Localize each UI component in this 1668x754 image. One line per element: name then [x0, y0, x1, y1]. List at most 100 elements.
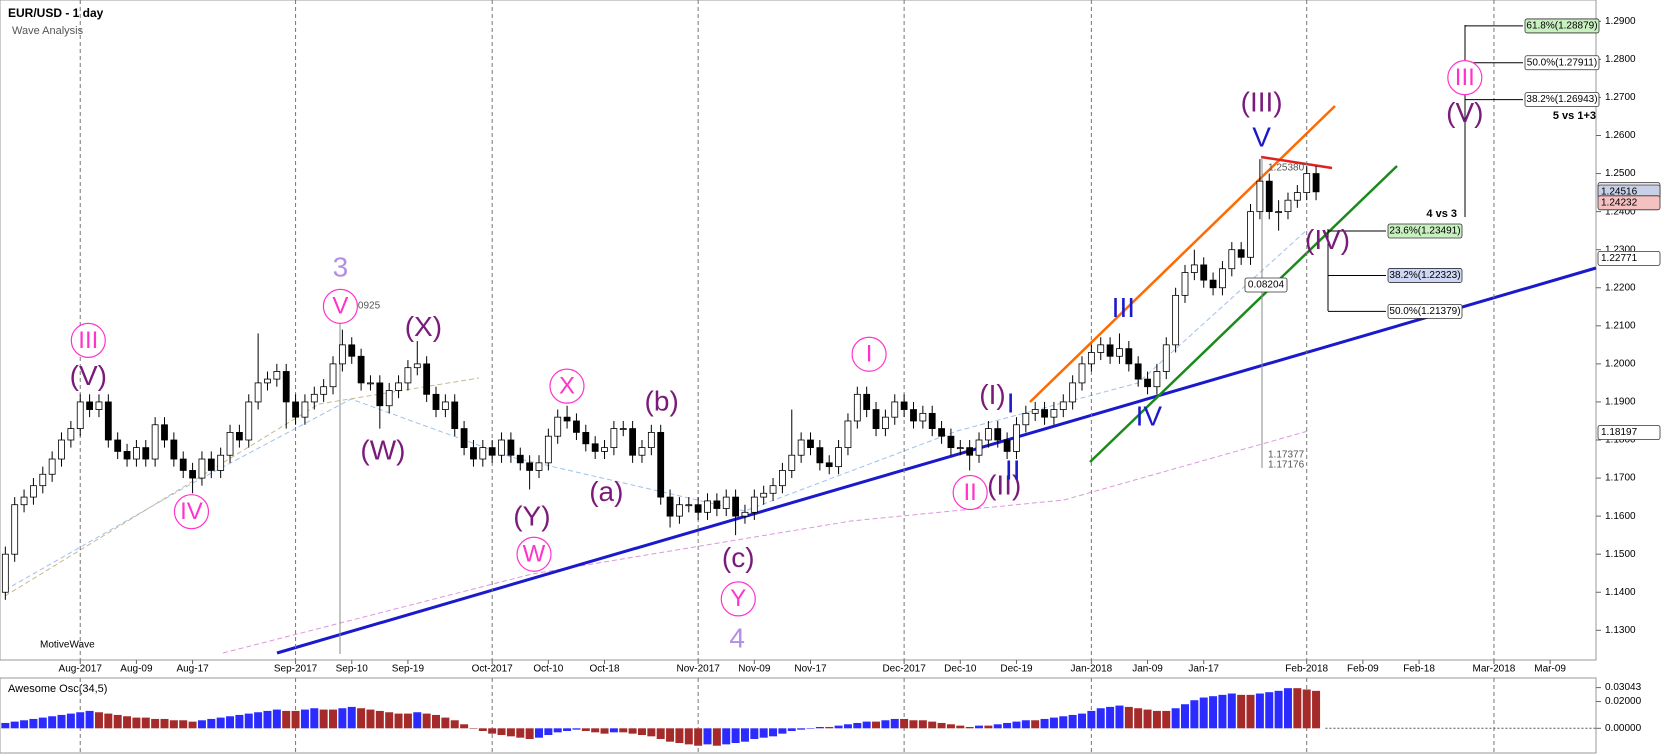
candle-body: [657, 431, 665, 498]
candle-body: [142, 447, 150, 460]
bar: [160, 718, 169, 729]
bar: [357, 708, 366, 729]
bar: [534, 728, 543, 738]
bar: [506, 728, 515, 737]
y-tick-label: 1.2000: [1605, 359, 1636, 370]
bar: [244, 713, 253, 729]
candle-body: [629, 428, 637, 456]
candle-body: [1078, 363, 1086, 384]
bar: [282, 710, 291, 729]
bar: [422, 713, 431, 729]
bar: [862, 721, 871, 729]
x-tick-label: Dec-10: [944, 664, 977, 675]
wave-label: 4: [729, 623, 745, 654]
bar: [1096, 708, 1105, 729]
candle-body: [11, 504, 19, 555]
bar: [1265, 692, 1274, 729]
fib-label: 50.0%(1.21379): [1389, 306, 1460, 317]
bar: [993, 724, 1002, 729]
wave-label: IV: [1136, 400, 1163, 431]
bar: [703, 728, 712, 745]
candle-body: [1200, 264, 1208, 281]
wave-label: (Y): [513, 500, 550, 531]
bar: [1087, 710, 1096, 729]
x-tick-label: Nov-17: [794, 664, 827, 675]
bar: [1283, 688, 1292, 729]
candle-body: [1293, 192, 1301, 201]
wave-label: X: [559, 372, 575, 399]
candle-body: [1265, 180, 1273, 213]
candle-body: [179, 458, 187, 471]
bar: [94, 712, 103, 729]
bar: [254, 712, 263, 729]
wave-label: (V): [70, 360, 107, 391]
measure-label: 0.08204: [1248, 280, 1285, 291]
bar: [1209, 696, 1218, 729]
bar: [656, 728, 665, 740]
candle-body: [516, 454, 524, 464]
bar: [1293, 688, 1302, 729]
bar: [151, 718, 160, 729]
candle-body: [1106, 344, 1114, 357]
candle-body: [881, 416, 889, 429]
candle-body: [582, 431, 590, 445]
y-tick-label: 1.2400: [1605, 206, 1636, 217]
bar: [272, 709, 281, 729]
price-label: 1.24232: [1601, 197, 1638, 208]
candle-body: [292, 401, 299, 418]
bar: [946, 724, 955, 729]
price-label-box: [1597, 195, 1661, 211]
candle-body: [591, 443, 599, 452]
candle-body: [573, 420, 580, 433]
candle-body: [994, 428, 1002, 441]
wave-label: V: [332, 293, 348, 320]
candle-body: [151, 424, 159, 460]
candle-body: [48, 458, 56, 475]
candle-body: [1, 553, 9, 593]
candle-body: [741, 511, 749, 517]
candle-body: [133, 447, 140, 460]
candle-body: [58, 439, 65, 460]
fib-label-box: [1524, 55, 1600, 71]
candle-body: [1134, 363, 1142, 380]
bar: [1003, 722, 1012, 729]
candle-body: [86, 401, 93, 410]
bar: [169, 720, 178, 729]
y-tick-label: 0.03043: [1605, 682, 1642, 693]
wave-label: W: [523, 541, 546, 568]
bar: [347, 706, 356, 729]
x-tick-label: Dec-2017: [882, 664, 926, 675]
fib-label-box: [1387, 268, 1463, 283]
bar: [113, 714, 122, 729]
fib-label-box: [1524, 18, 1600, 34]
wave-circle: [720, 581, 756, 617]
candle-body: [1041, 409, 1048, 418]
bar: [403, 713, 412, 729]
bar: [450, 720, 459, 729]
bar: [488, 728, 497, 734]
measure-label-box: [1244, 277, 1288, 293]
candle-body: [1256, 180, 1264, 213]
bar: [759, 728, 768, 738]
candle-body: [1237, 249, 1245, 258]
bar: [1237, 694, 1246, 729]
candle-body: [704, 500, 711, 513]
wave-label: Y: [730, 585, 746, 612]
bar: [319, 709, 328, 729]
bar: [918, 720, 927, 729]
candle-body: [1228, 249, 1236, 270]
wave-label: V: [1252, 122, 1271, 153]
bar: [825, 726, 834, 729]
bar: [310, 708, 319, 729]
x-tick-label: Jan-09: [1132, 664, 1163, 675]
candle-body: [750, 496, 758, 513]
bar: [263, 710, 272, 729]
wave-label: III: [78, 327, 98, 354]
bar: [1227, 693, 1236, 729]
candle-body: [413, 363, 421, 369]
wave-label: (a): [589, 476, 623, 507]
candle-body: [441, 401, 449, 410]
bar: [188, 721, 197, 729]
candle-body: [722, 496, 730, 509]
candle-body: [619, 428, 627, 430]
